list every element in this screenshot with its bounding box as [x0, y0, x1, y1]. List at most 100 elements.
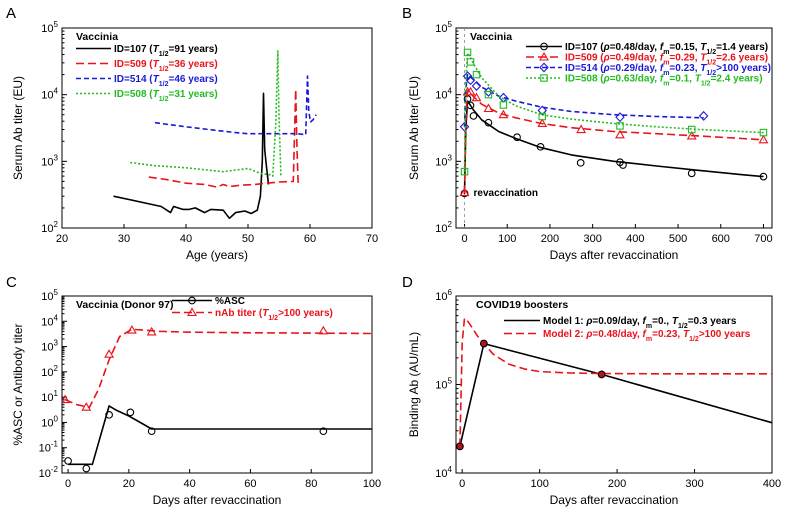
y-tick-label: 105	[41, 20, 58, 35]
y-tick-label: 102	[41, 220, 58, 235]
data-point-509	[471, 92, 482, 102]
data-point-508	[616, 122, 624, 130]
legend-label-nab: nAb titer (T1/2>100 years)	[215, 308, 333, 322]
x-axis-label: Age (years)	[186, 248, 248, 262]
data-point-107	[687, 169, 696, 178]
data-point-nab	[104, 349, 115, 358]
legend-marker-nab	[187, 307, 197, 317]
y-axis-label: %ASC or Antibody titer	[11, 323, 25, 445]
data-point-asc	[126, 408, 135, 417]
data-point-514	[465, 75, 476, 86]
series-line-m1	[459, 342, 772, 447]
chart-title: Vaccinia	[76, 31, 118, 43]
y-axis-label: Serum Ab titer (EU)	[11, 76, 25, 180]
panel-letter-d: D	[402, 274, 413, 291]
series-line-m2	[459, 317, 772, 447]
y-tick-label: 101	[41, 389, 58, 404]
x-tick-label: 0	[459, 478, 465, 490]
data-point-514	[537, 105, 548, 116]
chart-title: Vaccinia (Donor 97)	[76, 299, 173, 311]
data-point-508	[463, 48, 472, 57]
data-point-107	[576, 158, 585, 167]
series-group	[459, 48, 769, 198]
data-point-508	[484, 90, 493, 99]
series-line-107	[113, 92, 270, 220]
series-line-514	[154, 75, 317, 136]
panel-d: D 0 100 200 300 400 104 105 106 Days after revacc…	[402, 274, 781, 507]
data-point-509	[537, 118, 548, 128]
data-point-covid	[456, 442, 464, 451]
data-point-508	[687, 125, 696, 134]
x-tick-label: 20	[56, 233, 68, 245]
series-line-509	[463, 89, 764, 194]
data-point-514	[483, 86, 494, 97]
x-axis-label: Days after revaccination	[550, 248, 679, 262]
data-point-107	[484, 118, 493, 127]
y-tick-label: 104	[41, 87, 58, 102]
series-line-509	[148, 88, 299, 188]
data-point-514	[615, 112, 625, 123]
plot-frame	[61, 295, 373, 474]
data-point-509	[576, 124, 587, 134]
data-point-509	[686, 130, 697, 140]
y-tick-label: 104	[435, 465, 452, 480]
data-point-514	[462, 71, 473, 82]
x-tick-label: 100	[498, 233, 516, 245]
legend-label-107: ID=107 (ρ=0.48/day, fm=0.15, T1/2=1.4 ye…	[565, 42, 768, 56]
series-group	[62, 324, 372, 473]
x-tick-label: 600	[712, 233, 730, 245]
legend-label-509: ID=509 (T1/2=36 years)	[114, 59, 218, 73]
y-tick-label: 104	[41, 313, 58, 328]
x-tick-label: 70	[366, 233, 378, 245]
data-point-covid	[480, 339, 488, 348]
data-point-509	[465, 86, 476, 96]
data-point-508	[460, 167, 469, 176]
data-point-asc	[64, 457, 72, 465]
x-tick-label: 100	[363, 478, 381, 490]
y-tick-label: 105	[41, 288, 58, 303]
legend-label-508: ID=508 (ρ=0.63/day, fm=0.1, T1/2=2.4 yea…	[565, 74, 763, 88]
panel-letter-c: C	[6, 274, 17, 291]
x-tick-label: 300	[583, 233, 601, 245]
legend-marker-asc	[188, 296, 196, 305]
data-point-509	[459, 187, 470, 197]
data-point-nab	[126, 324, 137, 334]
y-tick-label: 10-2	[39, 465, 59, 480]
y-tick-label: 105	[435, 20, 452, 35]
series-line-107	[463, 100, 764, 195]
legend: Model 1: ρ=0.09/day, fm=0., T1/2=0.3 yea…	[504, 316, 751, 343]
legend-label-509: ID=509 (ρ=0.49/day, fm=0.29, T1/2=2.6 ye…	[565, 53, 768, 67]
data-point-509	[483, 103, 494, 113]
x-tick-label: 60	[244, 478, 256, 490]
data-point-107	[536, 142, 545, 151]
data-point-509	[615, 129, 625, 139]
x-tick-label: 300	[685, 478, 703, 490]
y-tick-label: 100	[41, 414, 58, 429]
y-tick-label: 105	[435, 377, 452, 392]
data-point-nab	[318, 325, 329, 335]
y-tick-label: 103	[41, 153, 58, 168]
panel-letter-b: B	[402, 5, 412, 22]
chart-title: Vaccinia	[470, 31, 512, 43]
y-tick-label: 106	[435, 288, 452, 303]
x-tick-label: 50	[242, 233, 254, 245]
data-point-508	[472, 70, 481, 79]
data-point-nab	[62, 394, 70, 404]
series-line-508	[130, 50, 282, 177]
panel-b: B 0 100 200 300 400 500 600 700 102 103 104 105 Days …	[402, 5, 773, 262]
x-tick-label: 20	[123, 478, 135, 490]
x-tick-label: 0	[65, 478, 71, 490]
legend-label-m2: Model 2: ρ=0.48/day, fm=0.23, T1/2>100 y…	[543, 329, 751, 343]
series-line-nab	[64, 328, 372, 408]
data-point-508	[499, 101, 508, 109]
plot-frame	[455, 27, 773, 229]
series-line-asc	[68, 405, 372, 466]
revaccination-annotation: revaccination	[474, 188, 538, 199]
x-tick-label: 40	[180, 233, 192, 245]
legend-marker-514	[539, 62, 549, 73]
legend-marker-107	[540, 42, 548, 51]
y-tick-label: 103	[41, 339, 58, 354]
legend-marker-508	[540, 74, 548, 82]
legend-label-508: ID=508 (T1/2=31 years)	[114, 89, 218, 103]
